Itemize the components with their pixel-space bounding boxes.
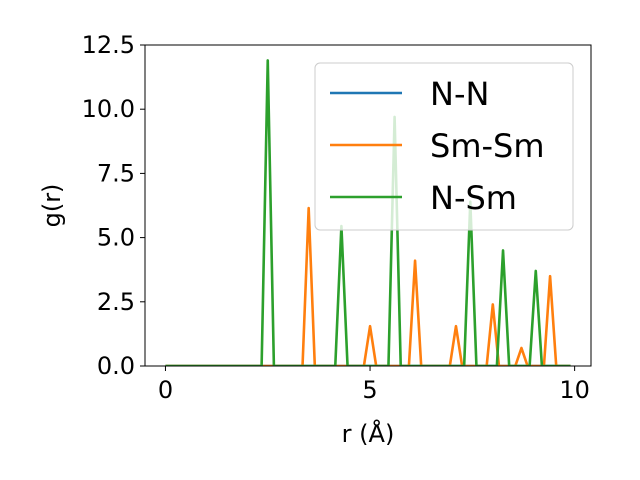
y-tick-label: 10.0	[82, 95, 135, 123]
y-tick-label: 12.5	[82, 31, 135, 59]
x-tick-label: 5	[362, 376, 377, 404]
legend-label-n-n: N-N	[430, 75, 489, 113]
plot-lines	[165, 59, 571, 366]
legend: N-N Sm-Sm N-Sm	[314, 62, 574, 231]
y-tick-label: 2.5	[97, 288, 135, 316]
legend-box	[314, 62, 574, 231]
y-axis-label: g(r)	[38, 184, 66, 228]
y-tick-label: 0.0	[97, 352, 135, 380]
axes-frame	[144, 44, 592, 367]
legend-label-n-sm: N-Sm	[430, 179, 517, 217]
y-tick-label: 5.0	[97, 224, 135, 252]
axes: 0 5 10 0.0 2.5 5.0 7.5 10.0 12.5 r (Å) g(r)	[38, 31, 592, 448]
x-axis-label: r (Å)	[342, 419, 395, 448]
legend-label-sm-sm: Sm-Sm	[430, 127, 545, 165]
y-tick-label: 7.5	[97, 159, 135, 187]
series-line-sm-sm	[165, 206, 571, 366]
x-tick-label: 0	[158, 376, 173, 404]
x-tick-label: 10	[559, 376, 590, 404]
